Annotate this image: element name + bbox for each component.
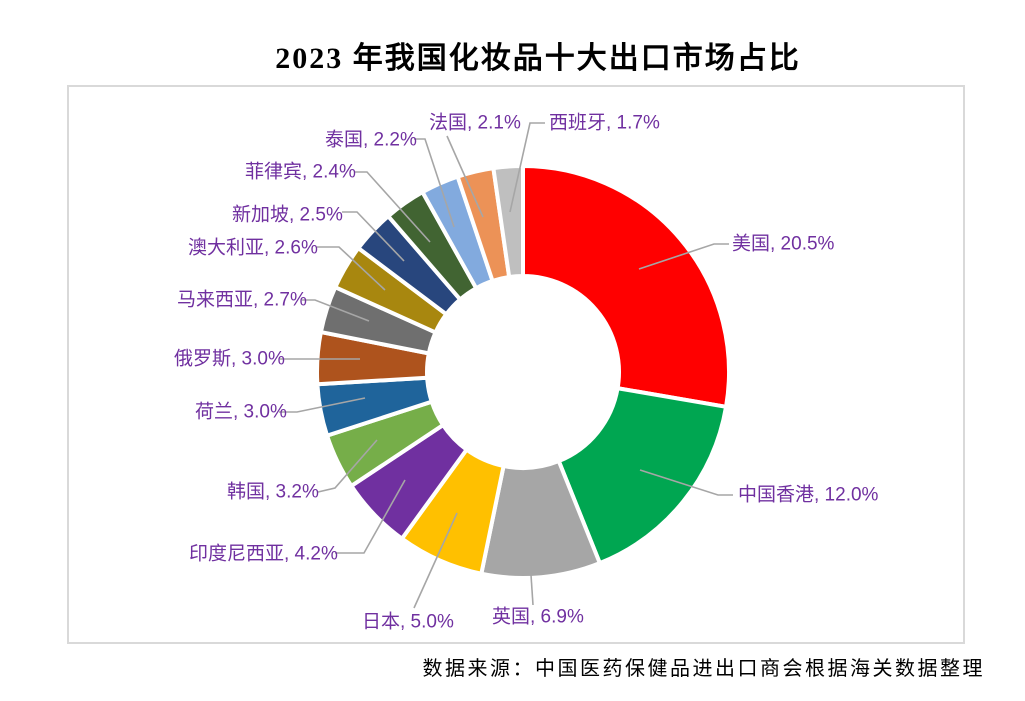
pie-slice-0 — [521, 164, 731, 409]
pie-slice-1 — [556, 386, 729, 566]
leader-line-12 — [414, 138, 455, 228]
leader-line-9 — [317, 246, 386, 291]
leader-line-1 — [639, 469, 733, 496]
source-note: 数据来源：中国医药保健品进出口商会根据海关数据整理 — [422, 658, 985, 680]
donut-chart-svg — [279, 122, 733, 609]
leader-line-8 — [302, 299, 370, 322]
leader-line-4 — [335, 479, 406, 554]
leader-line-6 — [279, 397, 366, 413]
pie-slice-14 — [491, 164, 525, 279]
leader-line-5 — [317, 439, 378, 493]
leader-line-0 — [638, 243, 729, 270]
chart-title: 2023 年我国化妆品十大出口市场占比 — [275, 42, 801, 75]
leader-line-14 — [509, 122, 545, 213]
leader-line-2 — [530, 574, 534, 606]
leader-line-11 — [354, 171, 431, 243]
chart-plot-area: 美国, 20.5% 中国香港, 12.0% 英国, 6.9% 日本, 5.0% 印度尼西… — [67, 85, 965, 644]
leader-line-3 — [413, 512, 458, 609]
leader-line-13 — [446, 135, 484, 218]
leader-line-10 — [342, 211, 405, 262]
